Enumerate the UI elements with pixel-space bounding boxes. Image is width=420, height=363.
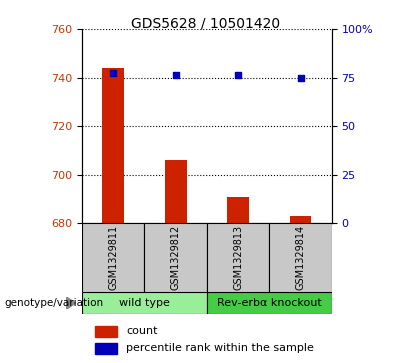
Point xyxy=(110,70,116,76)
Text: wild type: wild type xyxy=(119,298,170,308)
Bar xyxy=(94,326,117,337)
Point xyxy=(297,75,304,81)
Text: genotype/variation: genotype/variation xyxy=(4,298,103,308)
Text: GSM1329813: GSM1329813 xyxy=(233,225,243,290)
Bar xyxy=(207,223,269,292)
Bar xyxy=(165,160,186,223)
Polygon shape xyxy=(66,297,76,309)
Text: GSM1329812: GSM1329812 xyxy=(171,225,181,290)
Bar xyxy=(207,292,332,314)
Bar xyxy=(269,223,332,292)
Text: GSM1329811: GSM1329811 xyxy=(108,225,118,290)
Bar xyxy=(290,216,312,223)
Point xyxy=(235,72,242,78)
Bar xyxy=(102,68,124,223)
Text: Rev-erbα knockout: Rev-erbα knockout xyxy=(217,298,322,308)
Bar xyxy=(94,343,117,354)
Text: percentile rank within the sample: percentile rank within the sample xyxy=(126,343,314,354)
Bar xyxy=(82,223,144,292)
Text: count: count xyxy=(126,326,158,336)
Text: GDS5628 / 10501420: GDS5628 / 10501420 xyxy=(131,16,281,30)
Bar xyxy=(144,223,207,292)
Text: GSM1329814: GSM1329814 xyxy=(296,225,306,290)
Point xyxy=(172,72,179,78)
Bar xyxy=(227,196,249,223)
Bar xyxy=(82,292,207,314)
